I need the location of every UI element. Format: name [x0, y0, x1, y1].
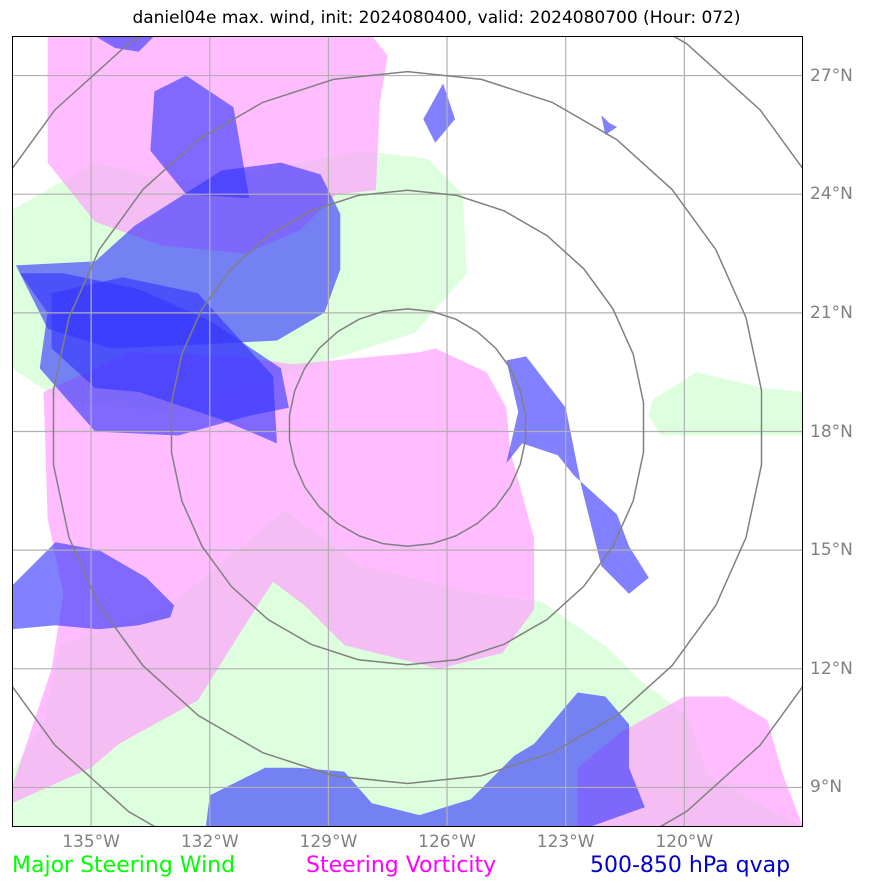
latitude-tick-label: 27°N	[810, 65, 853, 86]
field-region	[12, 348, 535, 804]
plot-frame	[12, 36, 803, 827]
field-region	[205, 692, 645, 827]
field-region	[95, 36, 155, 52]
field-region	[506, 356, 649, 594]
latitude-tick-label: 18°N	[810, 421, 853, 442]
latitude-tick-label: 21°N	[810, 302, 853, 323]
field-region	[648, 372, 803, 436]
field-region	[16, 162, 341, 349]
map-title: daniel04e max. wind, init: 2024080400, v…	[132, 8, 741, 28]
range-ring	[52, 70, 763, 785]
range-rings	[12, 36, 803, 827]
lat-lon-grid	[12, 36, 803, 827]
plot-area	[12, 36, 803, 827]
legend-qvap: 500-850 hPa qvap	[590, 853, 791, 878]
field-region	[150, 75, 250, 199]
field-region	[12, 542, 175, 630]
map-plot	[12, 36, 803, 827]
range-ring	[170, 189, 645, 666]
latitude-tick-label: 9°N	[810, 777, 843, 798]
legend-steering-wind: Major Steering Wind	[12, 853, 236, 878]
longitude-tick-label: 123°W	[536, 832, 595, 852]
latitude-tick-label: 15°N	[810, 540, 853, 561]
longitude-tick-label: 135°W	[62, 832, 120, 852]
latitude-tick-label: 24°N	[810, 184, 853, 205]
longitude-tick-label: 129°W	[299, 832, 358, 852]
longitude-tick-label: 126°W	[418, 832, 476, 852]
legend-steering-vorticity: Steering Vorticity	[306, 853, 497, 878]
layer-500-850-hpa-qvap	[12, 36, 649, 827]
latitude-tick-label: 12°N	[810, 658, 853, 679]
range-ring	[288, 308, 527, 547]
longitude-tick-label: 132°W	[180, 832, 239, 852]
longitude-tick-label: 120°W	[655, 832, 714, 852]
field-region	[601, 115, 618, 135]
